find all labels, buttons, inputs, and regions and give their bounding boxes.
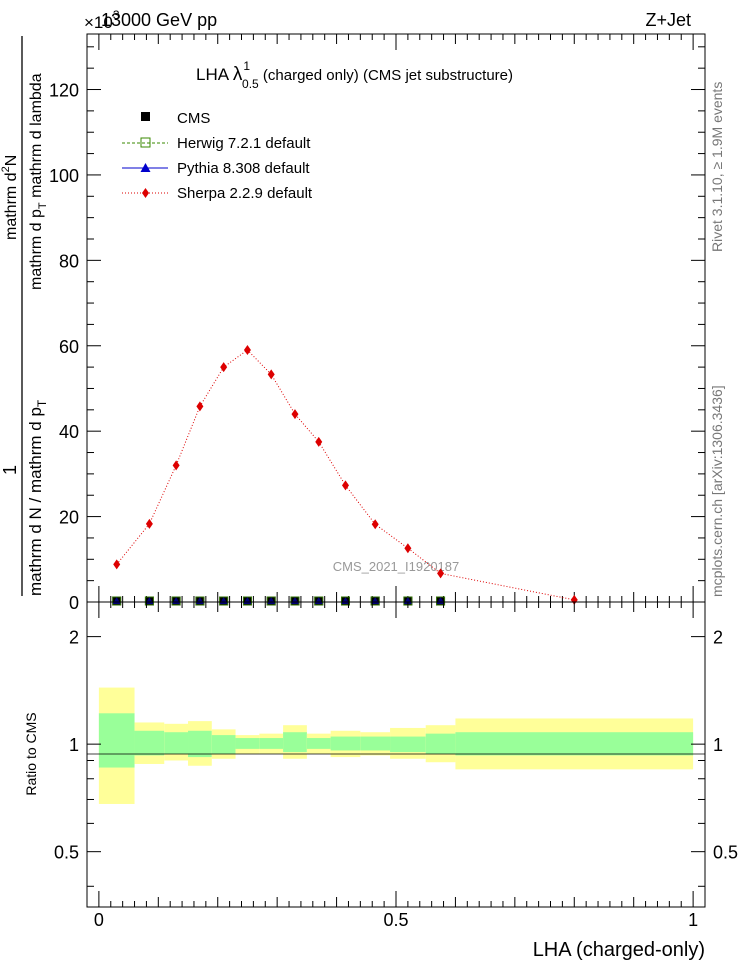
sherpa-point	[267, 369, 275, 380]
plot-title: LHA λ1 0.5 (charged only) (CMS jet substr…	[196, 59, 513, 91]
legend-marker-pythia	[140, 163, 151, 172]
ratio-y-tick-label: 1	[69, 735, 79, 755]
main-y-tick-label: 60	[59, 337, 79, 357]
ratio-inner-band	[164, 732, 189, 754]
ratio-inner-band	[330, 736, 361, 751]
ratio-y-tick-label: 2	[69, 628, 79, 648]
ratio-inner-band	[425, 733, 456, 754]
main-y-tick-label: 40	[59, 422, 79, 442]
mcplots-label: mcplots.cern.ch [arXiv:1306.3436]	[709, 385, 725, 597]
sherpa-point	[172, 460, 180, 471]
ratio-inner-band	[390, 736, 426, 753]
ratio-inner-band	[188, 730, 212, 758]
legend-marker-sherpa	[142, 188, 149, 198]
sherpa-point	[145, 518, 153, 529]
x-tick-label: 0.5	[383, 910, 408, 930]
main-y-tick-label: 20	[59, 508, 79, 528]
ratio-inner-band	[235, 738, 260, 749]
ratio-y-tick-label-right: 2	[713, 628, 723, 648]
x-axis-label: LHA (charged-only)	[533, 939, 705, 961]
sherpa-point	[243, 345, 251, 356]
rivet-label: Rivet 3.1.10, ≥ 1.9M events	[709, 82, 725, 252]
header-exponent: ×103	[84, 8, 120, 32]
ratio-y-tick-label: 0.5	[54, 843, 79, 863]
sherpa-point	[437, 568, 445, 579]
sherpa-point	[371, 519, 379, 530]
main-y-axis-label: 1 mathrm d N / mathrm d pT mathrm d2N ma…	[0, 36, 49, 596]
legend-label-pythia: Pythia 8.308 default	[177, 160, 310, 177]
main-y-tick-label: 120	[49, 81, 79, 101]
sherpa-line	[116, 349, 575, 601]
ratio-y-tick-label-right: 1	[713, 735, 723, 755]
main-y-tick-label: 0	[69, 593, 79, 613]
legend: CMS Herwig 7.2.1 default Pythia 8.308 de…	[122, 110, 313, 202]
legend-label-sherpa: Sherpa 2.2.9 default	[177, 185, 313, 202]
sherpa-point	[113, 559, 121, 570]
ratio-y-tick-label-right: 0.5	[713, 843, 738, 863]
main-y-axis: 0 20 40 60 80 100 120	[49, 46, 705, 613]
legend-marker-cms	[141, 112, 150, 121]
y-label-numerator: 1	[0, 465, 20, 475]
ratio-inner-band	[455, 732, 694, 756]
sherpa-point	[404, 543, 412, 554]
analysis-watermark: CMS_2021_I1920187	[333, 559, 460, 574]
y-label-inner-denominator: mathrm d pT mathrm d lambda	[28, 73, 49, 290]
x-tick-label: 0	[94, 910, 104, 930]
ratio-inner-band	[211, 735, 236, 754]
ratio-y-axis: 0.5 0.5 1 1 2 2	[54, 628, 738, 887]
sherpa-point	[196, 401, 204, 412]
y-label-inner-numerator: mathrm d2N	[0, 155, 20, 240]
sherpa-point	[315, 436, 323, 447]
header-left: 13000 GeV pp	[101, 10, 217, 30]
ratio-inner-band	[134, 730, 165, 756]
legend-marker-herwig	[140, 137, 151, 148]
sherpa-point	[341, 480, 349, 491]
ratio-y-label: Ratio to CMS	[23, 712, 39, 795]
legend-label-cms: CMS	[177, 110, 210, 127]
main-y-tick-label: 100	[49, 166, 79, 186]
legend-label-herwig: Herwig 7.2.1 default	[177, 135, 311, 152]
ratio-x-axis: 0 0.5 1	[94, 602, 698, 930]
header-right: Z+Jet	[645, 10, 691, 30]
main-y-tick-label: 80	[59, 251, 79, 271]
sherpa-point	[291, 409, 299, 420]
ratio-inner-band	[98, 713, 135, 768]
sherpa-point	[220, 362, 228, 373]
ratio-inner-band	[306, 738, 331, 749]
ratio-inner-band	[360, 736, 391, 751]
ratio-inner-band	[259, 738, 284, 749]
ratio-uncertainty-bands	[98, 687, 694, 804]
x-tick-label: 1	[688, 910, 698, 930]
ratio-inner-band	[283, 732, 307, 753]
y-label-denominator: mathrm d N / mathrm d pT	[26, 399, 49, 596]
